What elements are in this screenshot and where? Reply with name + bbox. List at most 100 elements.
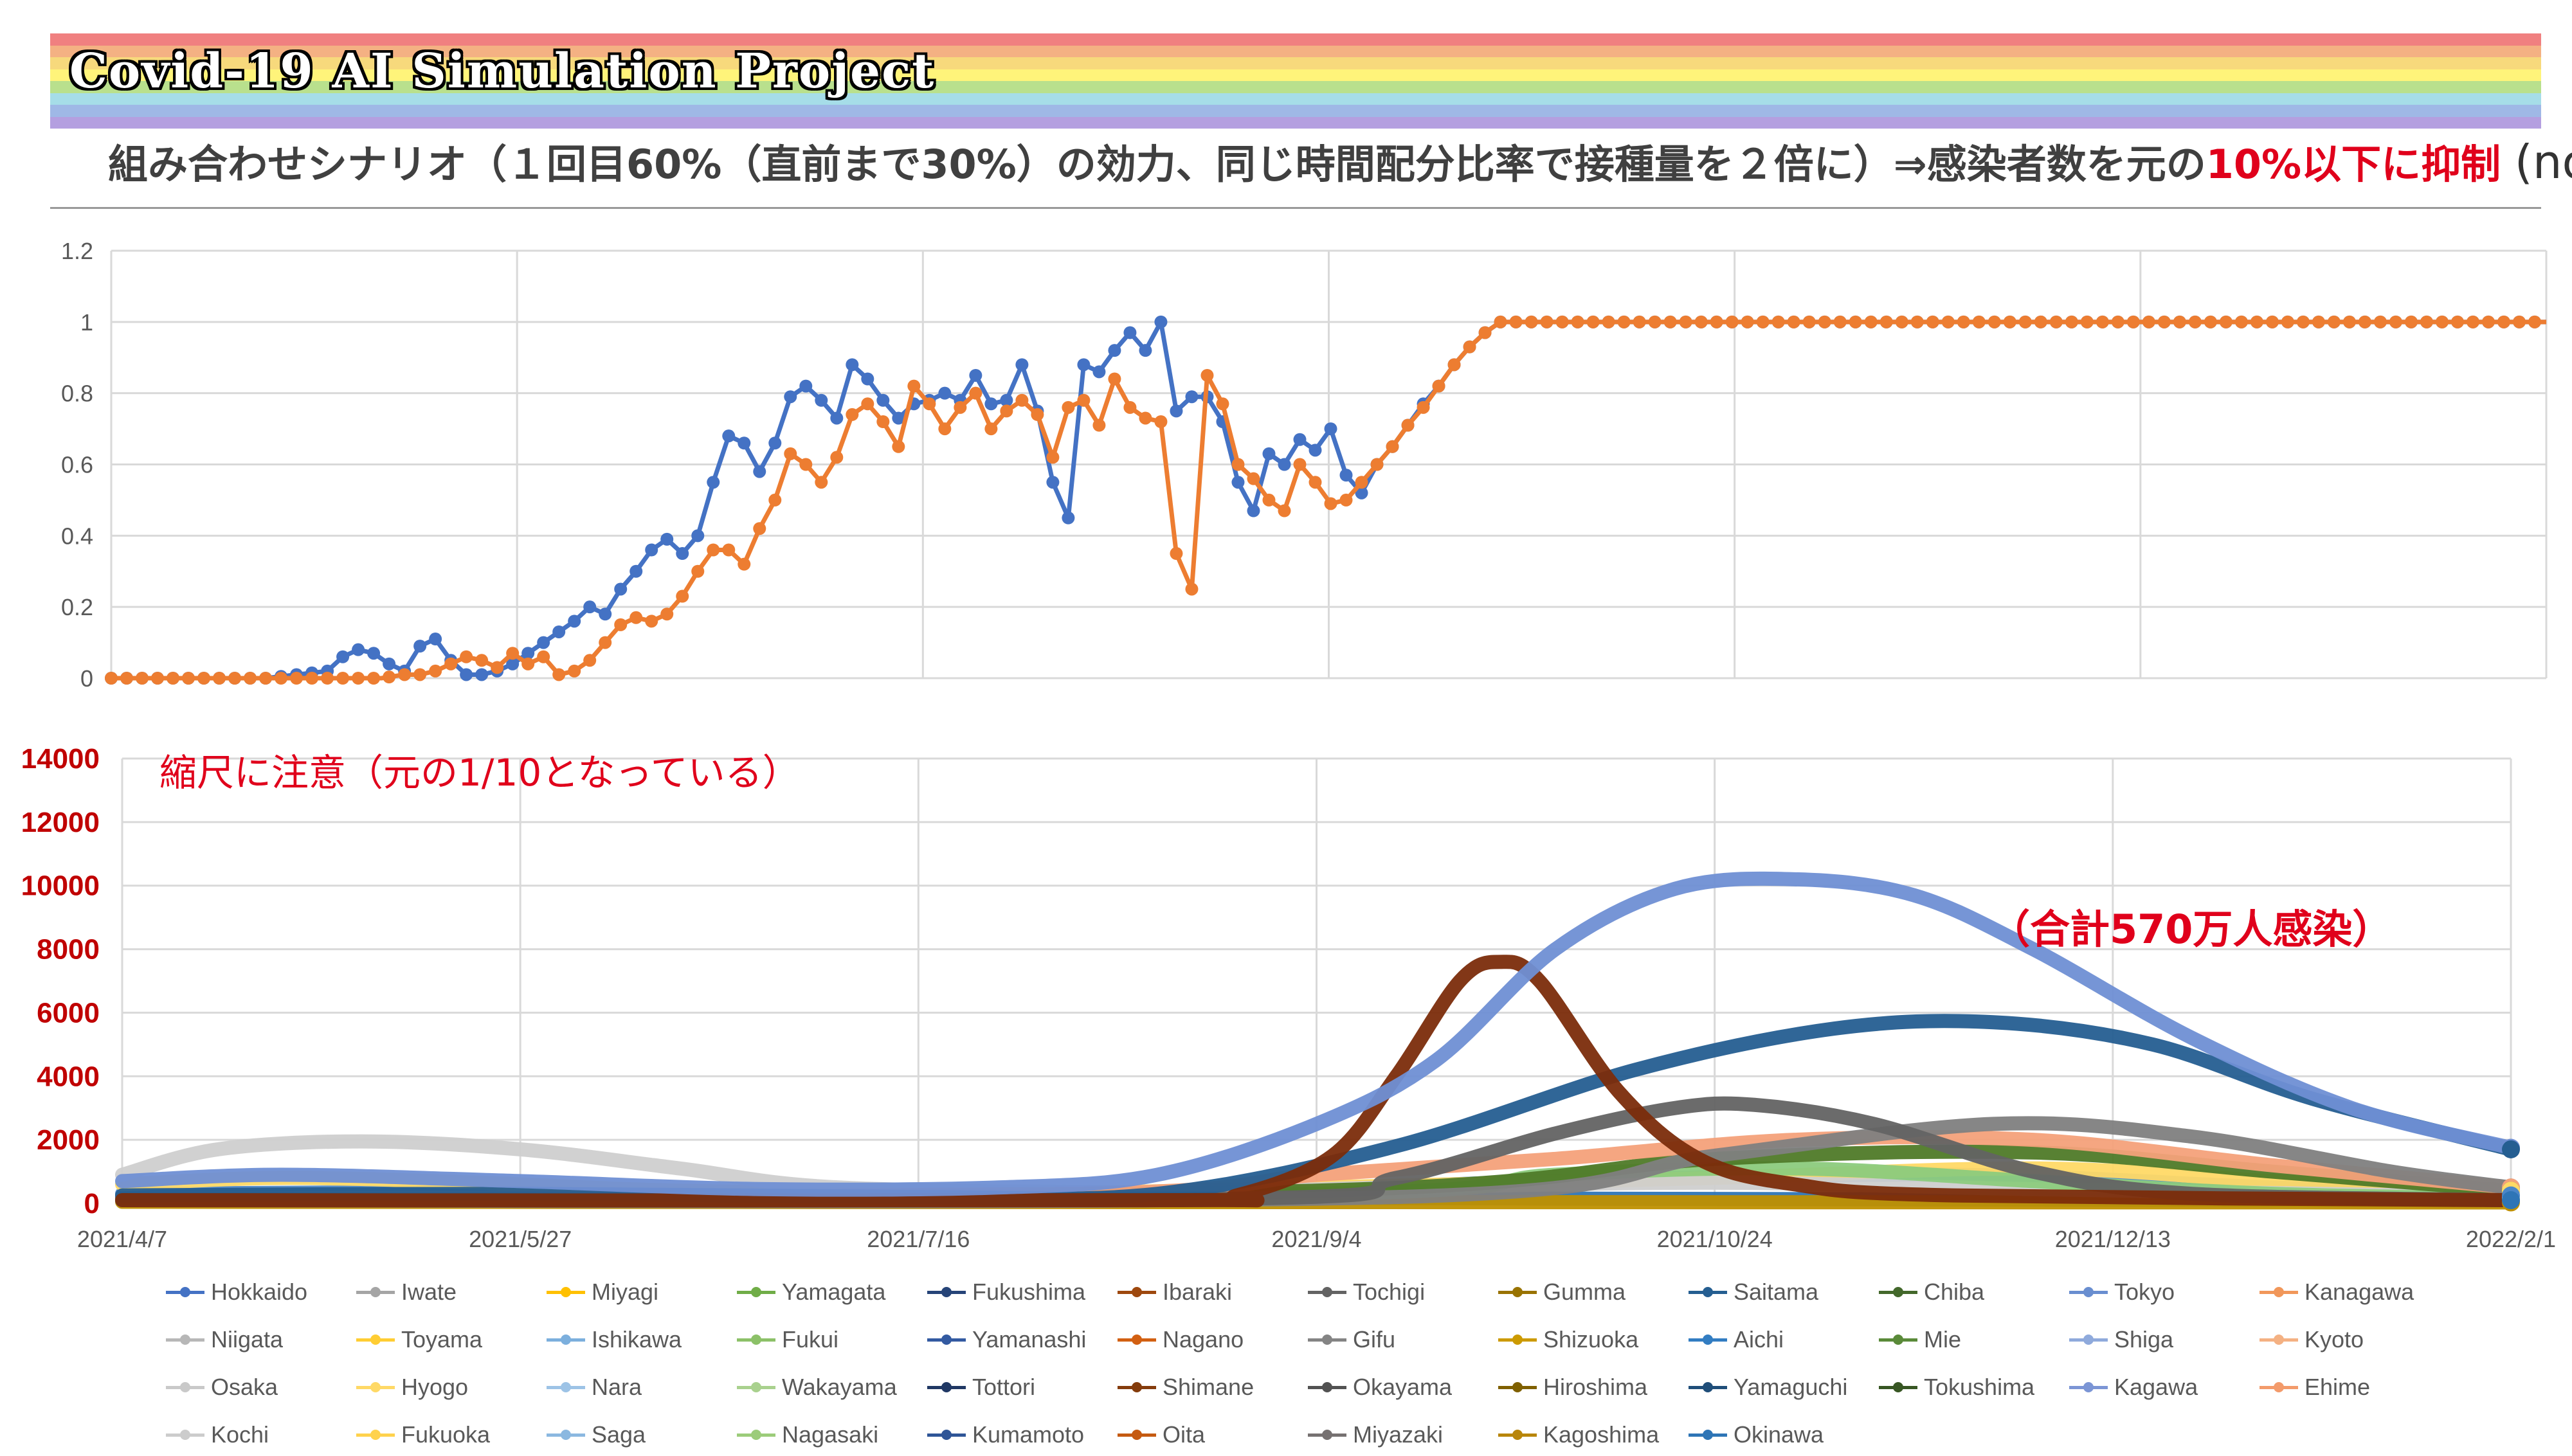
series-marker [1170, 547, 1183, 561]
series-marker [691, 564, 705, 578]
series-marker [1108, 344, 1121, 357]
series-marker [105, 672, 118, 685]
legend-item: Saga [547, 1416, 646, 1454]
legend-item: Kyoto [2260, 1320, 2364, 1359]
y-tick-label: 0.4 [61, 523, 93, 549]
series-marker [1447, 358, 1461, 372]
series-marker [614, 618, 628, 631]
legend-label: Okinawa [1734, 1421, 1824, 1448]
series-marker [1324, 422, 1337, 436]
legend-label: Yamagata [782, 1279, 886, 1305]
series-marker [1077, 393, 1091, 407]
series-marker [259, 672, 273, 685]
legend-label: Shimane [1163, 1374, 1254, 1400]
series-marker [1586, 315, 1600, 328]
series-marker [2018, 315, 2032, 328]
series-marker [506, 647, 520, 660]
series-marker [799, 458, 813, 471]
series-marker [1247, 472, 1260, 485]
series-marker [2142, 315, 2155, 328]
legend-swatch [547, 1287, 585, 1297]
series-marker [1139, 344, 1152, 357]
series-marker [1926, 315, 1939, 328]
series-marker [722, 429, 736, 443]
series-marker [1617, 315, 1631, 328]
series-marker [182, 672, 195, 685]
series-marker [768, 436, 782, 450]
legend-label: Mie [1924, 1326, 1962, 1353]
legend-swatch [1118, 1335, 1156, 1345]
series-marker [2512, 315, 2526, 328]
series-marker [2096, 315, 2109, 328]
series-marker [1694, 315, 1708, 328]
series-marker [1309, 476, 1322, 489]
series-marker [1247, 504, 1260, 517]
legend-item: Chiba [1879, 1273, 1984, 1311]
series-marker [367, 647, 381, 660]
series-marker [1015, 358, 1029, 372]
legend-swatch [1879, 1382, 1917, 1392]
legend-item: Ibaraki [1118, 1273, 1232, 1311]
legend-swatch [737, 1430, 775, 1440]
series-marker [1478, 326, 1492, 339]
series-marker [352, 672, 365, 685]
legend-swatch [1498, 1382, 1537, 1392]
legend-label: Hyogo [401, 1374, 469, 1400]
series-marker [1000, 404, 1013, 418]
series-marker [583, 600, 597, 614]
series-marker [1015, 393, 1029, 407]
x-tick-label: 2021/12/13 [2055, 1226, 2171, 1252]
legend-label: Chiba [1924, 1279, 1985, 1305]
series-marker [1200, 368, 1214, 382]
legend-swatch [547, 1382, 585, 1392]
legend-item: Mie [1879, 1320, 1961, 1359]
y-tick-label: 1 [80, 309, 93, 336]
legend-item: Okayama [1308, 1368, 1452, 1407]
series-marker [861, 372, 874, 386]
series-marker [1571, 315, 1584, 328]
legend-item: Tokyo [2069, 1273, 2175, 1311]
series-marker [892, 440, 905, 453]
y-tick-label: 0 [80, 665, 93, 692]
legend-label: Saga [592, 1421, 646, 1448]
legend-item: Kagoshima [1498, 1416, 1659, 1454]
legend-swatch [2069, 1287, 2108, 1297]
series-marker [321, 672, 334, 685]
legend-swatch [1879, 1287, 1917, 1297]
legend-swatch [1689, 1287, 1727, 1297]
series-marker [722, 543, 736, 557]
legend-swatch [166, 1382, 204, 1392]
series-marker [475, 654, 489, 667]
legend-label: Wakayama [782, 1374, 897, 1400]
series-marker [1633, 315, 1646, 328]
legend-item: Iwate [356, 1273, 457, 1311]
legend-swatch [2260, 1382, 2298, 1392]
series-marker [923, 397, 936, 411]
series-marker [1108, 372, 1121, 386]
series-marker [2481, 315, 2495, 328]
legend-item: Nagano [1118, 1320, 1244, 1359]
series-curve [115, 871, 2518, 1197]
legend-label: Gumma [1543, 1279, 1626, 1305]
legend-label: Oita [1163, 1421, 1206, 1448]
series-marker [1802, 315, 1816, 328]
legend-item: Nara [547, 1368, 642, 1407]
series-marker [645, 615, 658, 628]
series-marker [784, 447, 797, 460]
legend-swatch [927, 1287, 966, 1297]
series-marker [1062, 400, 1075, 414]
legend-item: Fukui [737, 1320, 838, 1359]
series-marker [1170, 404, 1183, 418]
series-marker [1216, 397, 1229, 411]
legend-item: Aichi [1689, 1320, 1784, 1359]
legend-label: Niigata [211, 1326, 284, 1353]
series-marker [599, 636, 612, 649]
series-marker [1262, 493, 1276, 507]
series-marker [815, 476, 828, 489]
series-marker [969, 386, 983, 400]
series-marker [2450, 315, 2464, 328]
series-marker [2049, 315, 2063, 328]
legend-swatch [547, 1335, 585, 1345]
series-marker [2296, 315, 2310, 328]
series-marker [197, 672, 211, 685]
